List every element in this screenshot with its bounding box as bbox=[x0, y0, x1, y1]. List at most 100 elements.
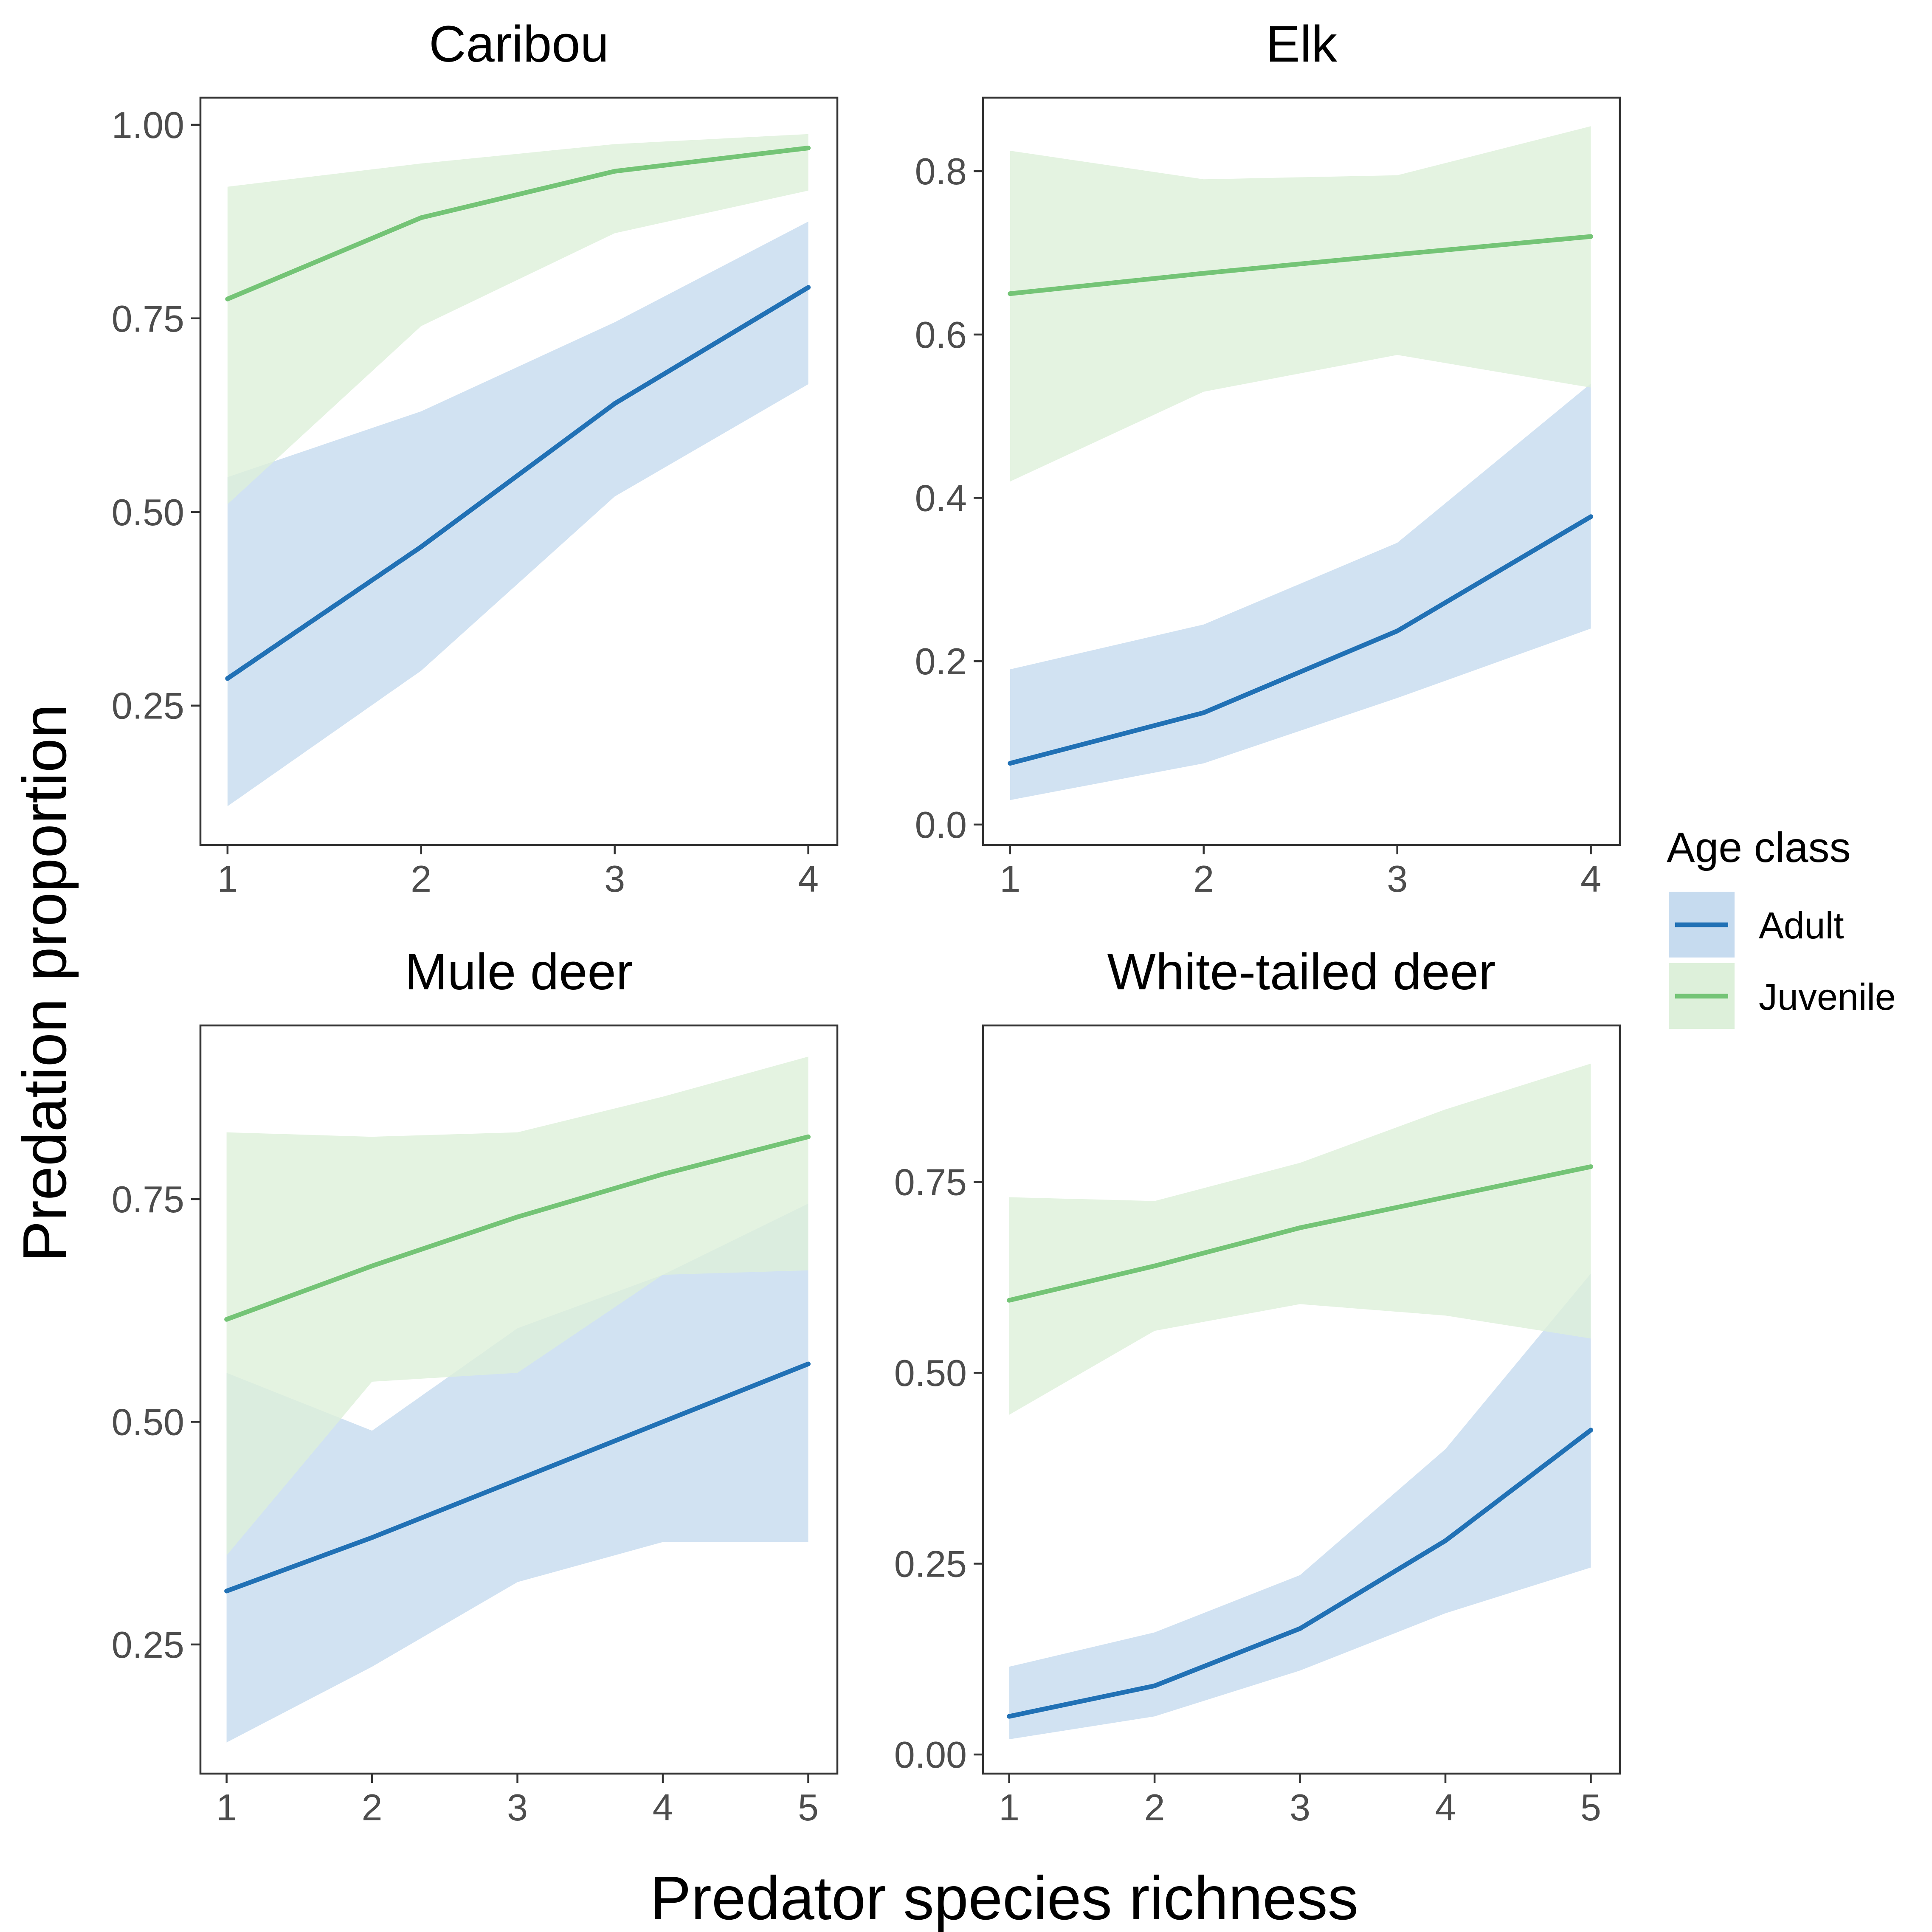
point-juvenile-elk-1 bbox=[1008, 291, 1013, 296]
point-juvenile-white-tailed-deer-3 bbox=[1298, 1225, 1303, 1230]
x-tick-label-mule-deer-2: 2 bbox=[362, 1786, 383, 1828]
point-adult-white-tailed-deer-2 bbox=[1152, 1683, 1157, 1688]
point-juvenile-mule-deer-1 bbox=[224, 1317, 229, 1322]
point-adult-caribou-3 bbox=[612, 401, 617, 406]
legend-label-juvenile: Juvenile bbox=[1759, 976, 1896, 1018]
legend-key-juvenile bbox=[1669, 963, 1735, 1029]
point-juvenile-mule-deer-5 bbox=[806, 1134, 811, 1139]
line-adult-caribou bbox=[226, 285, 810, 681]
y-tick-label-caribou-1: 0.50 bbox=[112, 491, 184, 533]
point-juvenile-white-tailed-deer-1 bbox=[1007, 1298, 1012, 1303]
point-adult-elk-2 bbox=[1201, 710, 1206, 715]
point-adult-caribou-2 bbox=[419, 544, 424, 549]
point-juvenile-caribou-3 bbox=[612, 169, 617, 174]
x-tick-label-mule-deer-1: 1 bbox=[216, 1786, 237, 1828]
ribbon-juvenile-elk bbox=[1010, 126, 1591, 482]
y-tick-label-mule-deer-0: 0.25 bbox=[112, 1624, 184, 1666]
ribbon-juvenile-white-tailed-deer bbox=[1009, 1063, 1591, 1415]
legend: Age class Adult Juvenile bbox=[1667, 824, 1896, 1029]
x-tick-label-mule-deer-5: 5 bbox=[798, 1786, 819, 1828]
x-tick-label-elk-2: 2 bbox=[1193, 858, 1214, 900]
y-tick-label-white-tailed-deer-0: 0.00 bbox=[894, 1734, 967, 1776]
point-juvenile-white-tailed-deer-5 bbox=[1588, 1164, 1594, 1169]
panel-frame-elk bbox=[982, 96, 1621, 846]
panel-caribou: Caribou 1 2 3 4 0.25 0.50 0.75 1.00 bbox=[112, 15, 839, 900]
x-tick-label-mule-deer-3: 3 bbox=[507, 1786, 528, 1828]
legend-key-adult bbox=[1669, 892, 1735, 958]
point-juvenile-caribou-2 bbox=[419, 215, 424, 220]
point-juvenile-mule-deer-3 bbox=[515, 1214, 520, 1219]
panel-elk: Elk 1 2 3 4 0.0 0.2 0.4 0.6 0.8 bbox=[915, 15, 1621, 900]
panel-title-mule-deer: Mule deer bbox=[405, 943, 633, 1000]
point-juvenile-mule-deer-4 bbox=[660, 1172, 665, 1177]
y-tick-label-elk-2: 0.4 bbox=[915, 477, 967, 519]
y-tick-label-mule-deer-1: 0.50 bbox=[112, 1401, 184, 1443]
x-tick-label-mule-deer-4: 4 bbox=[653, 1786, 673, 1828]
point-adult-mule-deer-3 bbox=[515, 1477, 520, 1482]
point-adult-white-tailed-deer-1 bbox=[1007, 1714, 1012, 1719]
x-tick-label-white-tailed-deer-3: 3 bbox=[1290, 1786, 1310, 1828]
x-tick-label-elk-1: 1 bbox=[1000, 858, 1020, 900]
x-tick-label-elk-3: 3 bbox=[1387, 858, 1408, 900]
point-adult-white-tailed-deer-3 bbox=[1298, 1626, 1303, 1631]
point-adult-mule-deer-1 bbox=[224, 1588, 229, 1594]
point-juvenile-white-tailed-deer-4 bbox=[1443, 1195, 1448, 1200]
point-juvenile-elk-4 bbox=[1588, 234, 1594, 239]
point-adult-elk-4 bbox=[1588, 514, 1594, 519]
y-tick-label-elk-4: 0.8 bbox=[915, 150, 967, 192]
point-adult-caribou-4 bbox=[806, 285, 811, 290]
point-juvenile-caribou-1 bbox=[225, 296, 230, 301]
y-tick-label-caribou-0: 0.25 bbox=[112, 685, 184, 727]
point-adult-white-tailed-deer-4 bbox=[1443, 1538, 1448, 1543]
y-tick-label-caribou-3: 1.00 bbox=[112, 104, 184, 146]
x-tick-label-white-tailed-deer-1: 1 bbox=[999, 1786, 1020, 1828]
panel-title-white-tailed-deer: White-tailed deer bbox=[1107, 943, 1496, 1000]
panel-title-caribou: Caribou bbox=[429, 15, 609, 73]
x-tick-label-white-tailed-deer-4: 4 bbox=[1435, 1786, 1456, 1828]
y-tick-label-elk-1: 0.2 bbox=[915, 640, 967, 682]
y-tick-label-elk-0: 0.0 bbox=[915, 804, 967, 846]
point-juvenile-white-tailed-deer-2 bbox=[1152, 1263, 1157, 1268]
point-adult-caribou-1 bbox=[225, 676, 230, 681]
ribbon-juvenile-caribou bbox=[227, 134, 808, 504]
x-tick-label-white-tailed-deer-5: 5 bbox=[1580, 1786, 1601, 1828]
y-tick-label-mule-deer-2: 0.75 bbox=[112, 1178, 184, 1220]
panel-frame-white-tailed-deer bbox=[982, 1024, 1621, 1775]
x-tick-label-caribou-4: 4 bbox=[798, 858, 819, 900]
y-tick-label-white-tailed-deer-1: 0.25 bbox=[894, 1543, 967, 1585]
panel-frame-caribou bbox=[199, 96, 839, 846]
y-tick-label-white-tailed-deer-2: 0.50 bbox=[894, 1352, 967, 1394]
point-juvenile-elk-3 bbox=[1395, 252, 1400, 257]
point-juvenile-caribou-4 bbox=[806, 146, 811, 151]
x-tick-label-elk-4: 4 bbox=[1580, 858, 1601, 900]
point-juvenile-mule-deer-2 bbox=[369, 1263, 375, 1268]
y-tick-label-caribou-2: 0.75 bbox=[112, 298, 184, 340]
ribbon-adult-mule-deer bbox=[226, 1203, 808, 1743]
line-juvenile-caribou bbox=[226, 146, 809, 301]
point-adult-elk-3 bbox=[1395, 628, 1400, 634]
x-tick-label-caribou-3: 3 bbox=[604, 858, 625, 900]
ribbon-adult-elk bbox=[1010, 383, 1591, 800]
point-adult-mule-deer-5 bbox=[806, 1361, 811, 1366]
y-axis-title: Predation proportion bbox=[10, 704, 79, 1262]
panel-title-elk: Elk bbox=[1266, 15, 1338, 73]
point-adult-mule-deer-4 bbox=[660, 1419, 665, 1424]
x-tick-label-white-tailed-deer-2: 2 bbox=[1144, 1786, 1165, 1828]
line-juvenile-elk bbox=[1010, 234, 1591, 296]
x-tick-label-caribou-1: 1 bbox=[217, 858, 238, 900]
y-tick-label-white-tailed-deer-3: 0.75 bbox=[894, 1161, 967, 1203]
ribbon-juvenile-mule-deer bbox=[226, 1056, 808, 1556]
point-adult-mule-deer-2 bbox=[369, 1535, 375, 1540]
line-adult-elk bbox=[1009, 515, 1592, 766]
legend-title: Age class bbox=[1667, 824, 1851, 871]
panel-mule-deer: Mule deer 1 2 3 4 5 0.25 0.50 0.75 bbox=[112, 943, 839, 1828]
legend-label-adult: Adult bbox=[1759, 904, 1844, 946]
panel-white-tailed-deer: White-tailed deer 1 2 3 4 5 0.00 0.25 0.50 0.75 bbox=[894, 943, 1621, 1828]
y-tick-label-elk-3: 0.6 bbox=[915, 314, 967, 356]
x-axis-title: Predator species richness bbox=[650, 1864, 1358, 1932]
point-juvenile-elk-2 bbox=[1201, 271, 1206, 276]
ribbon-adult-white-tailed-deer bbox=[1009, 1273, 1591, 1740]
panel-frame-mule-deer bbox=[199, 1024, 839, 1775]
